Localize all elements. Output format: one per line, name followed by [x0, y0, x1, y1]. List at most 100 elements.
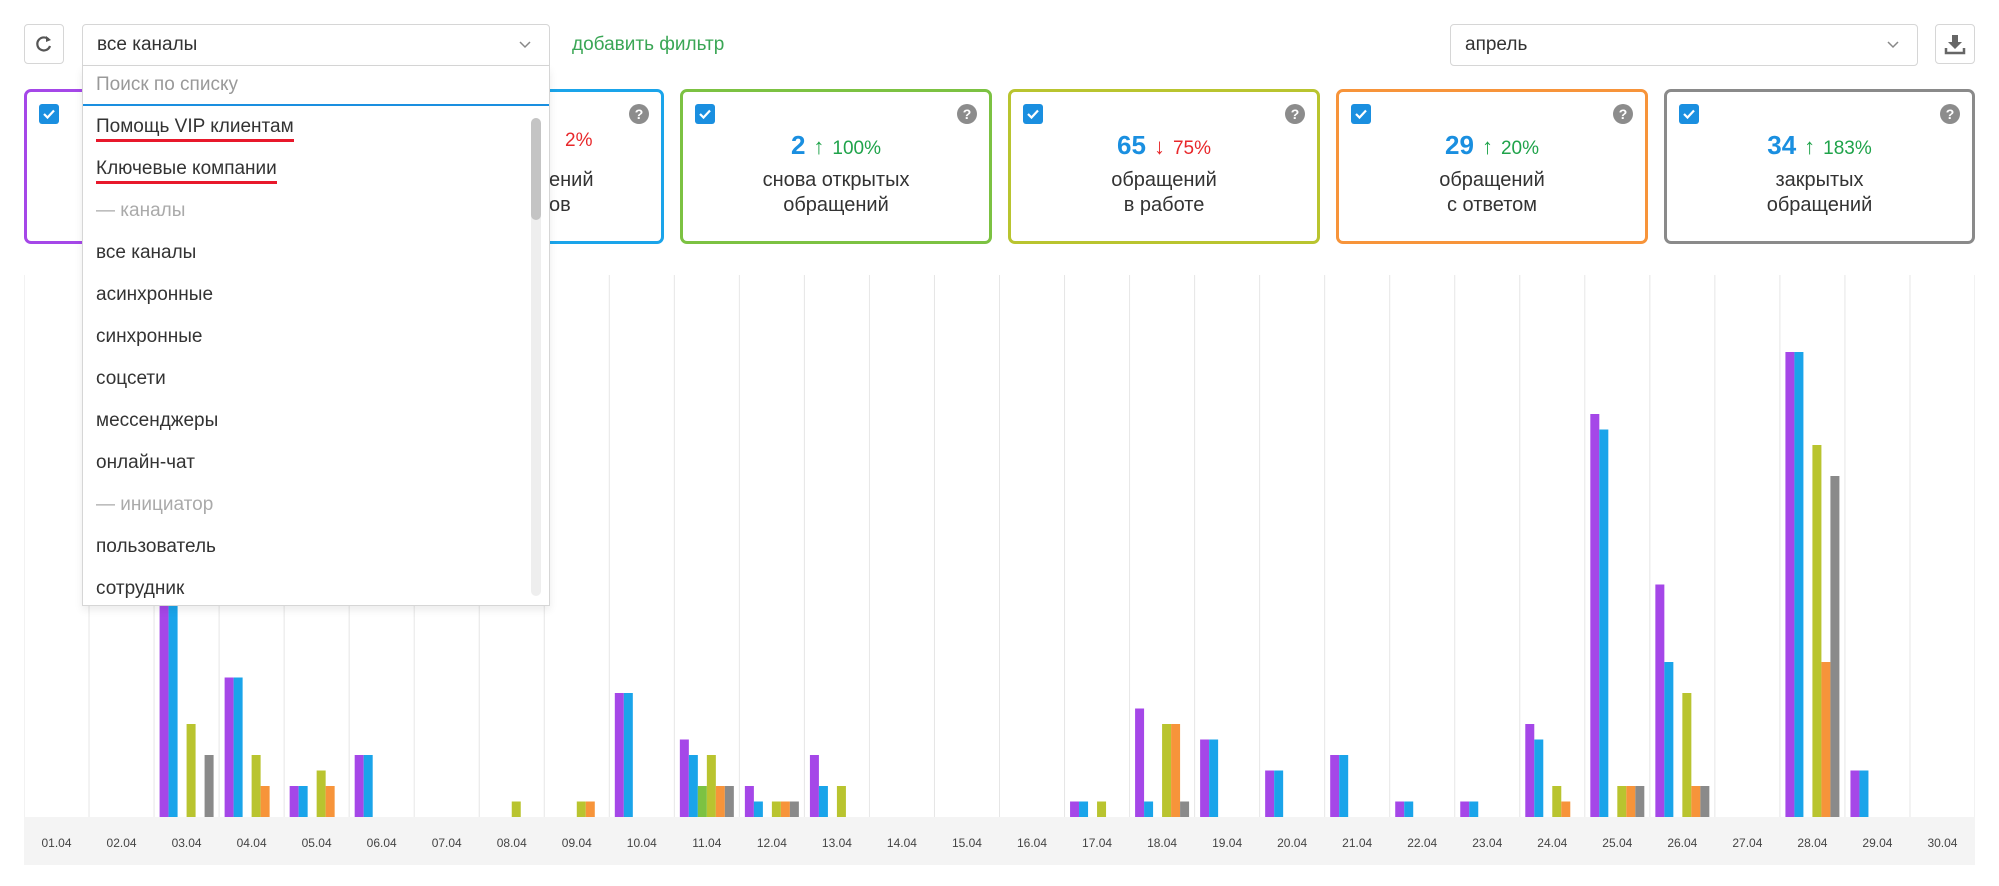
chart-bar[interactable]	[1859, 770, 1869, 818]
chart-bar[interactable]	[325, 786, 335, 817]
chart-bar[interactable]	[1534, 739, 1544, 818]
chart-bar[interactable]	[1070, 801, 1080, 818]
help-icon[interactable]: ?	[1285, 104, 1305, 124]
chart-bar[interactable]	[585, 801, 595, 818]
chart-bar[interactable]	[623, 693, 633, 817]
chart-bar[interactable]	[697, 786, 707, 817]
chart-bar[interactable]	[1339, 755, 1349, 817]
month-select[interactable]: апрель	[1450, 24, 1918, 66]
help-icon[interactable]: ?	[629, 104, 649, 124]
chart-bar[interactable]	[1635, 786, 1645, 817]
chart-bar[interactable]	[818, 786, 828, 817]
help-icon[interactable]: ?	[957, 104, 977, 124]
chart-bar[interactable]	[744, 786, 754, 817]
chart-bar[interactable]	[1209, 739, 1219, 818]
channel-select[interactable]: все каналы	[82, 24, 550, 66]
chart-bar[interactable]	[715, 786, 725, 817]
help-icon[interactable]: ?	[1940, 104, 1960, 124]
chart-bar[interactable]	[1469, 801, 1479, 818]
chart-bar[interactable]	[1691, 786, 1701, 817]
chart-bar[interactable]	[354, 755, 364, 817]
chart-bar[interactable]	[233, 677, 243, 818]
dropdown-option[interactable]: асинхронные	[96, 284, 214, 305]
chart-bar[interactable]	[1626, 786, 1636, 817]
chart-bar[interactable]	[1097, 801, 1107, 818]
dropdown-option[interactable]: соцсети	[96, 368, 166, 389]
chart-bar[interactable]	[1274, 770, 1284, 818]
chart-bar[interactable]	[224, 677, 234, 818]
download-button[interactable]	[1935, 24, 1975, 64]
chart-bar[interactable]	[771, 801, 781, 818]
chart-bar[interactable]	[251, 755, 261, 817]
chart-bar[interactable]	[1590, 414, 1600, 817]
dropdown-search-input[interactable]: Поиск по списку	[83, 66, 549, 106]
chart-bar[interactable]	[1785, 352, 1795, 817]
chart-bar[interactable]	[1135, 708, 1145, 818]
chart-bar[interactable]	[316, 770, 326, 818]
chart-bar[interactable]	[1404, 801, 1414, 818]
chart-bar[interactable]	[260, 786, 270, 817]
add-filter-link[interactable]: добавить фильтр	[572, 34, 725, 55]
chart-bar[interactable]	[576, 801, 586, 818]
chart-bar[interactable]	[1850, 770, 1860, 818]
dropdown-scrollbar[interactable]	[531, 118, 541, 596]
refresh-button[interactable]	[24, 24, 64, 64]
chart-bar[interactable]	[1079, 801, 1089, 818]
chart-bar[interactable]	[1395, 801, 1405, 818]
chart-bar[interactable]	[1830, 476, 1840, 817]
chart-bar[interactable]	[1682, 693, 1692, 817]
chart-bar[interactable]	[1794, 352, 1804, 817]
chart-bar[interactable]	[679, 739, 689, 818]
chart-bar[interactable]	[159, 569, 169, 817]
chart-bar[interactable]	[1700, 786, 1710, 817]
card-checkbox[interactable]	[39, 104, 59, 124]
card-checkbox[interactable]	[695, 104, 715, 124]
chart-bar[interactable]	[1599, 429, 1609, 818]
chart-bar[interactable]	[1812, 445, 1822, 817]
chart-bar[interactable]	[1655, 584, 1665, 818]
chart-bar[interactable]	[1552, 786, 1562, 817]
card-checkbox[interactable]	[1351, 104, 1371, 124]
chart-bar[interactable]	[1561, 801, 1571, 818]
dropdown-scrollbar-thumb[interactable]	[531, 118, 541, 220]
dropdown-option[interactable]: все каналы	[96, 242, 197, 263]
dropdown-option[interactable]: Ключевые компании	[96, 158, 277, 184]
card-checkbox[interactable]	[1023, 104, 1043, 124]
chart-bar[interactable]	[706, 755, 716, 817]
chart-bar[interactable]	[168, 569, 178, 817]
chart-bar[interactable]	[511, 801, 521, 818]
dropdown-option[interactable]: сотрудник	[96, 578, 185, 599]
chart-bar[interactable]	[1180, 801, 1190, 818]
chart-bar[interactable]	[298, 786, 308, 817]
dropdown-option[interactable]: онлайн-чат	[96, 452, 195, 473]
chart-bar[interactable]	[1162, 724, 1172, 817]
chart-bar[interactable]	[1821, 662, 1831, 817]
chart-bar[interactable]	[688, 755, 698, 817]
chart-bar[interactable]	[780, 801, 790, 818]
chart-bar[interactable]	[289, 786, 299, 817]
chart-bar[interactable]	[789, 801, 799, 818]
chart-bar[interactable]	[363, 755, 373, 817]
chart-bar[interactable]	[1525, 724, 1535, 817]
chart-bar[interactable]	[1171, 724, 1181, 817]
chart-bar[interactable]	[204, 755, 214, 817]
card-checkbox[interactable]	[1679, 104, 1699, 124]
chart-bar[interactable]	[1460, 801, 1470, 818]
chart-bar[interactable]	[1200, 739, 1210, 818]
dropdown-option[interactable]: пользователь	[96, 536, 216, 557]
chart-bar[interactable]	[1144, 801, 1154, 818]
dropdown-option[interactable]: мессенджеры	[96, 410, 219, 431]
chart-bar[interactable]	[724, 786, 734, 817]
chart-bar[interactable]	[809, 755, 819, 817]
chart-bar[interactable]	[614, 693, 624, 817]
chart-bar[interactable]	[1664, 662, 1674, 817]
dropdown-option[interactable]: синхронные	[96, 326, 203, 347]
chart-bar[interactable]	[1617, 786, 1627, 817]
chart-bar[interactable]	[1330, 755, 1340, 817]
help-icon[interactable]: ?	[1613, 104, 1633, 124]
dropdown-option[interactable]: Помощь VIP клиентам	[96, 116, 294, 142]
chart-bar[interactable]	[836, 786, 846, 817]
chart-bar[interactable]	[753, 801, 763, 818]
chart-bar[interactable]	[186, 724, 196, 817]
chart-bar[interactable]	[1265, 770, 1275, 818]
